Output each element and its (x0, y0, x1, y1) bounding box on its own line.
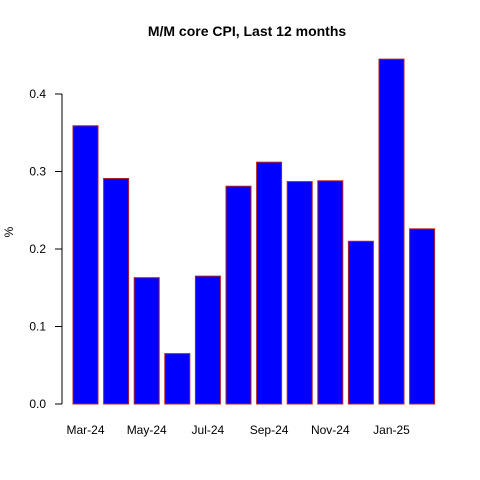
x-tick-label: May-24 (127, 423, 167, 437)
bar-feb-25 (409, 228, 436, 405)
bar-dec-24 (347, 240, 374, 405)
bar-jul-24 (194, 275, 221, 405)
x-tick-label: Nov-24 (311, 423, 350, 437)
bar-jun-24 (164, 353, 191, 405)
x-axis: Mar-24 May-24 Jul-24 Sep-24 Nov-24 Jan-25 (66, 423, 410, 437)
bar-may-24 (133, 277, 160, 405)
y-tick-label: 0.0 (29, 397, 46, 411)
y-axis: 0.0 0.1 0.2 0.3 0.4 (29, 87, 63, 411)
x-tick-label: Mar-24 (66, 423, 104, 437)
chart-title: M/M core CPI, Last 12 months (148, 23, 347, 39)
y-tick-label: 0.3 (29, 165, 46, 179)
bar-mar-24 (72, 125, 99, 405)
x-tick-label: Jul-24 (192, 423, 225, 437)
bar-nov-24 (317, 180, 344, 405)
bars-group (72, 58, 436, 405)
y-tick-label: 0.4 (29, 87, 46, 101)
bar-apr-24 (103, 177, 130, 405)
x-tick-label: Sep-24 (250, 423, 289, 437)
y-tick-label: 0.2 (29, 242, 46, 256)
bar-aug-24 (225, 185, 252, 405)
x-tick-label: Jan-25 (373, 423, 410, 437)
y-axis-label: % (2, 226, 16, 237)
bar-jan-25 (378, 58, 405, 405)
bar-sep-24 (256, 161, 283, 405)
y-tick-label: 0.1 (29, 320, 46, 334)
bar-oct-24 (286, 181, 313, 405)
